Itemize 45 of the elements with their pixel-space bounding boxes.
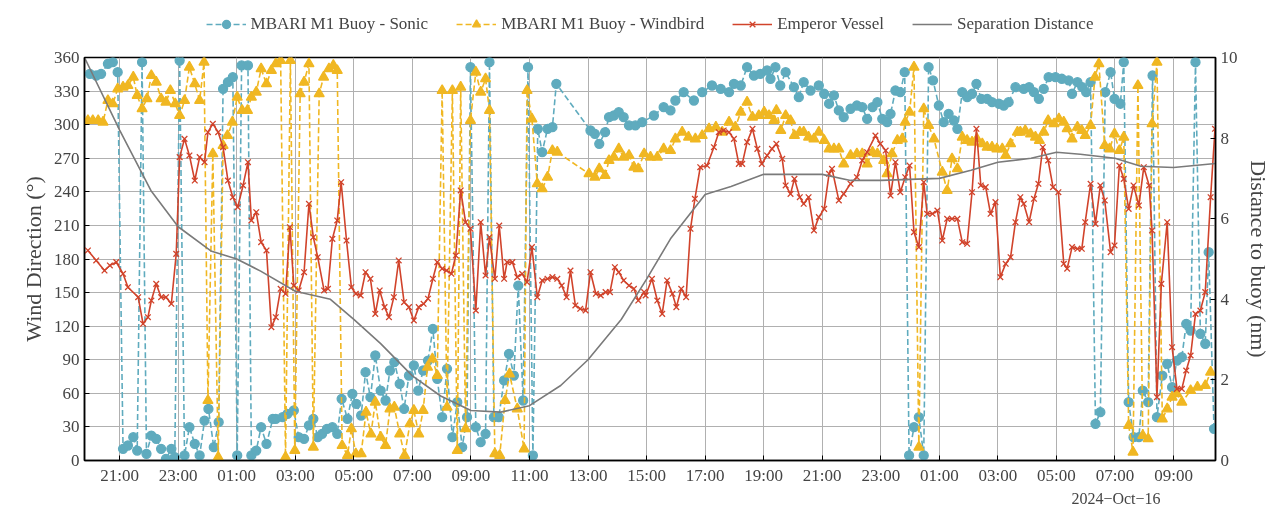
y-tick-label: 180 <box>54 249 80 269</box>
y-tick-label: 30 <box>62 417 80 437</box>
legend-label: Separation Distance <box>957 13 1094 34</box>
x-tick-label: 05:00 <box>334 465 374 485</box>
y-tick-label: 330 <box>54 81 80 101</box>
y2-tick-label: 4 <box>1220 289 1230 309</box>
y-tick-label: 210 <box>54 215 80 235</box>
x-tick-label: 11:00 <box>510 465 549 485</box>
x-tick-label: 01:00 <box>919 465 959 485</box>
y2-tick-label: 10 <box>1220 48 1238 67</box>
x-tick-label: 21:00 <box>100 465 139 485</box>
x-tick-label: 07:00 <box>393 465 432 485</box>
x-tick-label: 19:00 <box>744 465 784 485</box>
y2-tick-label: 6 <box>1220 209 1229 229</box>
y-tick-label: 60 <box>62 383 80 403</box>
y-axis-title: Wind Direction (°) <box>21 176 46 342</box>
x-tick-label: 09:00 <box>451 465 491 485</box>
legend-label: MBARI M1 Buoy - Sonic <box>250 13 429 34</box>
x-tick-label: 23:00 <box>861 465 901 485</box>
x-tick-label: 01:00 <box>217 465 257 485</box>
legend-label: MBARI M1 Buoy - Windbird <box>501 13 705 34</box>
y2-axis-title: Distance to buoy (nm) <box>1245 160 1271 358</box>
y-tick-label: 90 <box>62 350 80 370</box>
y2-tick-label: 2 <box>1220 370 1229 390</box>
y-tick-label: 270 <box>54 148 80 168</box>
y2-tick-label: 8 <box>1220 128 1229 148</box>
y-tick-label: 240 <box>54 182 80 202</box>
x-tick-label: 07:00 <box>1095 465 1135 485</box>
y2-tick-label: 0 <box>1220 451 1229 470</box>
y-tick-label: 300 <box>54 115 80 135</box>
x-tick-label: 17:00 <box>685 465 725 485</box>
x-tick-label: 05:00 <box>1037 465 1076 485</box>
y-tick-label: 360 <box>54 48 80 67</box>
y-tick-label: 120 <box>54 316 80 336</box>
x-tick-label: 09:00 <box>1154 465 1193 485</box>
x-tick-label: 03:00 <box>978 465 1018 485</box>
x-tick-label: 23:00 <box>158 465 198 485</box>
y-tick-label: 150 <box>54 283 80 303</box>
y-tick-label: 0 <box>71 451 80 470</box>
x-tick-label: 15:00 <box>627 465 666 485</box>
legend-label: Emperor Vessel <box>777 13 885 34</box>
x-tick-label: 21:00 <box>802 465 842 485</box>
x-tick-label: 03:00 <box>275 465 315 485</box>
text: 2024−Oct−16 <box>1071 489 1161 507</box>
x-tick-label: 13:00 <box>568 465 608 485</box>
